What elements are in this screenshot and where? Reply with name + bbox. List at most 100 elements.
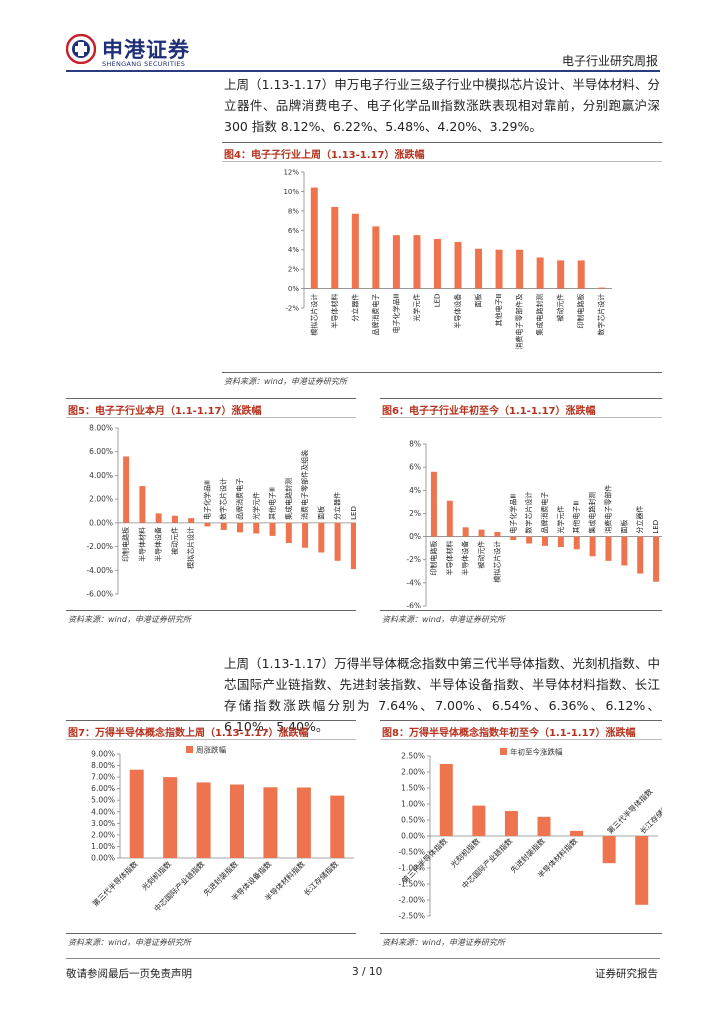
fig6-bar — [637, 536, 644, 574]
fig6-bar — [478, 529, 485, 537]
fig4-category-label: 光学元件 — [412, 294, 421, 322]
fig6-bar — [430, 471, 437, 537]
fig4-category-label: 面板 — [474, 294, 483, 308]
fig4-category-label: 数字芯片设计 — [597, 294, 606, 336]
fig4-category-label: 分立器件 — [350, 294, 359, 322]
fig5-bar — [269, 522, 276, 536]
fig4-title: 图4：电子子行业上周（1.13-1.17）涨跌幅 — [224, 150, 425, 161]
fig6-category-label: 半导体材料 — [445, 541, 454, 576]
fig8-ytick-label: 2.50% — [401, 752, 425, 761]
fig6-bar — [526, 536, 533, 544]
fig6-ytick-label: -4% — [406, 578, 421, 587]
fig6-bar — [494, 531, 501, 537]
fig7-category-label: 长江存储指数 — [301, 858, 340, 897]
fig6-ytick-label: 2% — [409, 509, 421, 518]
fig8-ytick-label: -0.50% — [398, 848, 425, 857]
fig5-bar — [334, 522, 341, 561]
fig4-bar — [351, 213, 359, 289]
fig8-title-rule — [380, 739, 662, 740]
fig6-ytick-label: -2% — [406, 555, 421, 564]
fig7-bar — [196, 782, 211, 858]
fig5-category-label: 被动元件 — [170, 527, 179, 555]
fig4-category-label: 模拟芯片设计 — [309, 294, 318, 336]
fig7-title-rule — [66, 739, 356, 740]
fig4-category-label: LED — [433, 294, 441, 308]
fig6-category-label: 光学元件 — [556, 506, 565, 534]
fig6-category-label: LED — [652, 520, 660, 534]
fig8-bar — [602, 836, 616, 864]
fig4-bar — [516, 249, 524, 289]
fig7-bar — [296, 787, 311, 858]
fig4-bar — [413, 235, 421, 289]
fig5-category-label: 电子化学品Ⅲ — [202, 480, 211, 520]
fig6-bar — [573, 536, 580, 550]
fig8-legend-swatch — [500, 748, 507, 755]
fig5-category-label: 集成电路封测 — [284, 478, 293, 520]
fig5-ytick-label: 8.00% — [89, 424, 113, 433]
fig8-ytick-label: 2.00% — [401, 768, 425, 777]
fig4-source: 资料来源：wind，申港证券研究所 — [224, 377, 347, 386]
fig7-ytick-label: 1.00% — [91, 842, 115, 851]
fig8-bar — [570, 830, 584, 836]
fig8-legend-label: 年初至今涨跌幅 — [510, 747, 563, 757]
fig4-bar — [433, 239, 441, 289]
fig4-title-rule — [222, 161, 662, 162]
fig7-ytick-label: 0.00% — [91, 854, 115, 863]
fig6-bar — [542, 536, 548, 546]
fig7-ytick-label: 2.00% — [91, 830, 115, 839]
fig5-ytick-label: 2.00% — [89, 495, 113, 504]
fig6-ytick-label: 8% — [409, 440, 421, 449]
fig4-bottom-rule — [222, 372, 662, 373]
fig4-bar — [372, 226, 380, 289]
fig8-ytick-label: 1.00% — [401, 800, 425, 809]
fig6-bar — [653, 536, 660, 582]
fig4-ytick-label: 10% — [283, 188, 299, 196]
fig5-ytick-label: 0.00% — [89, 518, 113, 527]
fig5-source: 资料来源：wind，申港证券研究所 — [68, 615, 191, 624]
fig7-top-rule — [66, 720, 356, 721]
fig6-bar — [621, 536, 628, 566]
fig6-bottom-rule — [380, 610, 662, 611]
fig5-bar — [188, 518, 195, 523]
paragraph-2: 上周（1.13-1.17）万得半导体概念指数中第三代半导体指数、光刻机指数、中芯… — [224, 656, 660, 734]
fig7-ytick-label: 7.00% — [91, 773, 115, 782]
fig7-ytick-label: 4.00% — [91, 807, 115, 816]
fig4-ytick-label: 2% — [288, 266, 299, 274]
fig4-bar — [475, 248, 483, 289]
fig4-bar — [454, 241, 462, 289]
fig5-category-label: 光学元件 — [251, 492, 260, 520]
fig4-bar — [495, 249, 503, 289]
fig8-ytick-label: -2.50% — [398, 912, 425, 921]
fig8-ytick-label: 1.50% — [401, 784, 425, 793]
fig7-bar — [330, 795, 345, 858]
fig6-bar — [605, 536, 612, 561]
fig8-bar — [472, 805, 486, 836]
fig6-ytick-label: 4% — [409, 486, 421, 495]
fig5-category-label: 面板 — [316, 506, 325, 520]
fig5-bar — [123, 456, 130, 523]
fig4-bar — [331, 206, 339, 289]
fig8-bar — [537, 816, 551, 836]
fig5-ytick-label: -2.00% — [86, 542, 113, 551]
fig4-ytick-label: 6% — [288, 227, 299, 235]
fig4-bar — [598, 287, 606, 289]
fig4-bar — [577, 260, 585, 289]
fig6-category-label: 消费电子零部件 — [603, 485, 612, 534]
fig5-category-label: 半导体设备 — [154, 527, 163, 562]
fig6-ytick-label: -6% — [406, 602, 421, 609]
fig6-category-label: 品牌消费电子 — [540, 492, 549, 534]
fig5-top-rule — [66, 398, 356, 399]
fig4-top-rule — [222, 142, 662, 143]
fig5-bar — [253, 522, 260, 534]
brand-name-en: SHENGANG SECURITIES — [102, 60, 186, 68]
fig6-source: 资料来源：wind，申港证券研究所 — [382, 615, 505, 624]
fig6-chart: 8% 6% 4% 2% 0% -2% -4% -6% 印制电路板 半导体材料 半导体设备 被动元件 模拟… — [406, 440, 662, 609]
fig4-category-label: 消费电子零部件及 — [515, 294, 524, 350]
fig8-bar — [635, 836, 649, 905]
fig4-category-label: 被动元件 — [556, 294, 565, 322]
fig8-chart: 2.50% 2.00% 1.50% 1.00% 0.50% 0.00% -0.50% -1.0… — [398, 747, 662, 921]
fig6-title: 图6：电子子行业年初至今（1.1-1.17）涨跌幅 — [382, 406, 596, 417]
fig7-chart: 9.00% 8.00% 7.00% 6.00% 5.00% 4.00% 3.00% 2.00%… — [90, 745, 354, 914]
fig6-category-label: 面板 — [619, 520, 628, 534]
fig4-category-label: 其他电子Ⅲ — [494, 293, 503, 326]
